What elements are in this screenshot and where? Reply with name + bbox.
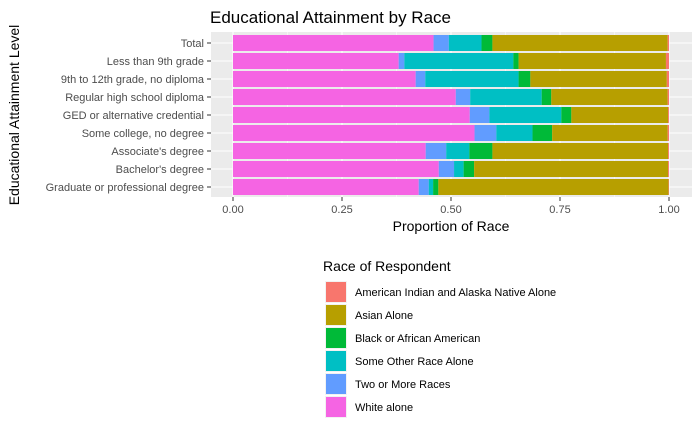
x-tick-label: 0.50 [440,204,461,216]
bar-segment-two-or-more-races [474,125,497,141]
bar-segment-asian-alone [571,107,669,123]
bar-segment-white-alone [233,71,416,87]
x-tick-label: 0.75 [549,204,570,216]
bar-segment-american-indian-and-alaska-native-alone [668,107,669,123]
bar-segment-white-alone [233,107,470,123]
legend-title: Race of Respondent [323,258,451,274]
y-tick-label: Associate's degree [111,146,204,158]
legend-label: Black or African American [355,333,480,345]
bar-segment-asian-alone [492,35,668,51]
x-tick-label: 0.00 [222,204,243,216]
bar-segment-asian-alone [492,143,669,159]
bar-segment-black-or-african-american [561,107,572,123]
legend-key [326,328,346,348]
bar-segment-asian-alone [551,89,668,105]
legend-key [326,397,346,417]
bar-segment-some-other-race-alone [404,53,514,69]
bars [233,35,669,195]
bar-segment-black-or-african-american [433,179,439,195]
bar-segment-white-alone [233,143,426,159]
x-tick-label: 0.25 [331,204,352,216]
bar-segment-two-or-more-races [433,35,449,51]
y-tick-label: Regular high school diploma [65,92,205,104]
bar-segment-some-other-race-alone [496,125,533,141]
bar-segment-white-alone [233,35,434,51]
bar-segment-asian-alone [518,53,666,69]
bar-segment-some-other-race-alone [448,35,482,51]
bar-segment-american-indian-and-alaska-native-alone [665,53,669,69]
bar-segment-black-or-african-american [463,161,475,177]
legend-key [326,305,346,325]
bar-segment-white-alone [233,161,439,177]
x-axis-label: Proportion of Race [393,218,510,234]
bar-segment-some-other-race-alone [470,89,542,105]
bar-segment-black-or-african-american [513,53,519,69]
bar-segment-black-or-african-american [469,143,493,159]
bar-segment-some-other-race-alone [446,143,470,159]
bar-segment-asian-alone [474,161,669,177]
bar-segment-black-or-african-american [541,89,552,105]
bar-segment-american-indian-and-alaska-native-alone [668,143,669,159]
bar-segment-some-other-race-alone [454,161,464,177]
y-tick-label: 9th to 12th grade, no diploma [61,74,205,86]
bar-segment-two-or-more-races [398,53,405,69]
bar-segment-some-other-race-alone [425,71,519,87]
bar-segment-asian-alone [438,179,669,195]
bar-segment-american-indian-and-alaska-native-alone [667,35,669,51]
bar-segment-two-or-more-races [415,71,426,87]
bar-segment-american-indian-and-alaska-native-alone [667,89,669,105]
bar-segment-asian-alone [530,71,667,87]
y-tick-label: Bachelor's degree [116,164,204,176]
bar-segment-white-alone [233,179,419,195]
y-tick-label: Some college, no degree [82,128,204,140]
bar-segment-two-or-more-races [418,179,429,195]
bar-segment-american-indian-and-alaska-native-alone [666,71,669,87]
legend-key [326,351,346,371]
y-tick-labels: Total Less than 9th grade 9th to 12th grad… [46,38,211,194]
bar-segment-white-alone [233,125,475,141]
legend-label: Some Other Race Alone [355,356,474,368]
bar-segment-black-or-african-american [518,71,531,87]
y-tick-label: GED or alternative credential [63,110,204,122]
y-tick-label: Graduate or professional degree [46,182,204,194]
legend-key [326,282,346,302]
bar-segment-two-or-more-races [455,89,471,105]
x-tick-label: 1.00 [658,204,679,216]
bar-segment-two-or-more-races [469,107,490,123]
legend-label: Asian Alone [355,310,413,322]
bar-segment-two-or-more-races [425,143,447,159]
legend-key [326,374,346,394]
bar-segment-white-alone [233,53,399,69]
bar-segment-american-indian-and-alaska-native-alone [668,161,669,177]
bar-segment-american-indian-and-alaska-native-alone [667,125,669,141]
bar-segment-black-or-african-american [481,35,493,51]
bar-segment-black-or-african-american [532,125,553,141]
bar-segment-asian-alone [552,125,668,141]
legend-label: White alone [355,402,413,414]
chart-title: Educational Attainment by Race [210,8,451,27]
y-tick-label: Less than 9th grade [107,56,204,68]
bar-segment-some-other-race-alone [489,107,562,123]
y-axis-label: Educational Attainment Level [6,25,22,206]
y-tick-label: Total [181,38,204,50]
x-tick-labels: 0.00 0.25 0.50 0.75 1.00 [222,197,680,216]
bar-segment-some-other-race-alone [428,179,434,195]
legend-label: Two or More Races [355,379,451,391]
bar-segment-white-alone [233,89,456,105]
legend: Race of Respondent American Indian and A… [323,258,556,418]
bar-segment-two-or-more-races [438,161,455,177]
legend-label: American Indian and Alaska Native Alone [355,287,556,299]
